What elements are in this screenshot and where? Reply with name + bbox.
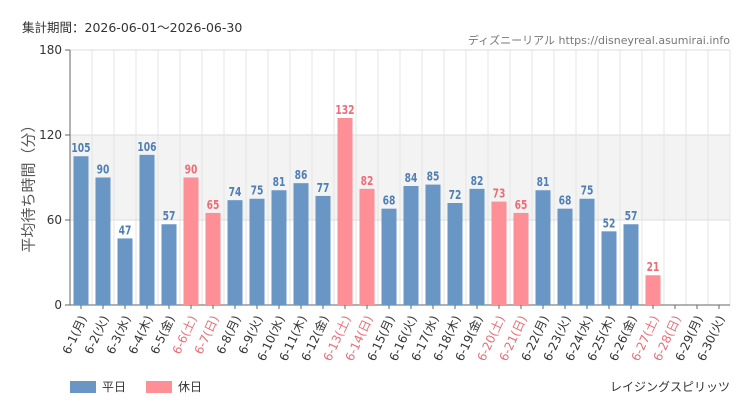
legend-label-holiday: 休日 <box>178 380 203 394</box>
bar <box>205 212 221 305</box>
bar <box>161 224 177 305</box>
bar <box>359 188 375 305</box>
bar-value-label: 74 <box>229 185 242 199</box>
bar <box>579 198 595 305</box>
bar <box>425 184 441 305</box>
bar-value-label: 68 <box>383 194 396 208</box>
y-tick-label: 0 <box>54 298 62 312</box>
bar <box>139 154 155 305</box>
bar-value-label: 106 <box>137 140 156 154</box>
bar-value-label: 75 <box>251 184 264 198</box>
bar-value-label: 105 <box>71 141 90 155</box>
bar-value-label: 73 <box>493 187 506 201</box>
bar <box>315 195 331 305</box>
bar-value-label: 84 <box>405 171 418 185</box>
bar <box>183 177 199 305</box>
y-axis-label: 平均待ち時間（分） <box>19 117 38 253</box>
bar <box>623 224 639 305</box>
legend-swatch-weekday <box>70 380 96 393</box>
bar-value-label: 85 <box>427 170 440 184</box>
y-axis-label-wrap: 平均待ち時間（分） <box>18 117 38 252</box>
bar-value-label: 65 <box>207 198 220 212</box>
y-tick-label: 120 <box>39 128 62 142</box>
legend: 平日 休日 <box>70 378 222 395</box>
bar-value-label: 57 <box>163 209 176 223</box>
bar <box>73 156 89 305</box>
bar <box>117 238 133 305</box>
bar-value-label: 72 <box>449 188 462 202</box>
bar-value-label: 77 <box>317 181 330 195</box>
bar-value-label: 68 <box>559 194 572 208</box>
bar-value-label: 52 <box>603 217 616 231</box>
bar-value-label: 65 <box>515 198 528 212</box>
bar-value-label: 81 <box>537 175 550 189</box>
aggregation-period: 集計期間：2026-06-01〜2026-06-30 <box>22 20 243 35</box>
bar-value-label: 21 <box>647 260 660 274</box>
bar <box>469 188 485 305</box>
bar-value-label: 90 <box>97 163 110 177</box>
legend-item-holiday: 休日 <box>146 378 202 395</box>
bar <box>293 183 309 305</box>
bar-value-label: 82 <box>471 174 484 188</box>
site-credit: ディズニーリアル https://disneyreal.asumirai.inf… <box>467 34 730 47</box>
bar <box>403 186 419 305</box>
bar-value-label: 47 <box>119 224 132 238</box>
bar <box>381 208 397 305</box>
bar <box>249 198 265 305</box>
bar <box>227 200 243 305</box>
bar <box>447 203 463 305</box>
bar-value-label: 86 <box>295 168 308 182</box>
legend-label-weekday: 平日 <box>102 380 127 394</box>
legend-item-weekday: 平日 <box>70 378 126 395</box>
bar-value-label: 132 <box>335 103 354 117</box>
bar <box>337 118 353 305</box>
bar <box>95 177 111 305</box>
bar-value-label: 57 <box>625 209 638 223</box>
legend-swatch-holiday <box>146 380 173 393</box>
bar <box>601 231 617 305</box>
bar-value-label: 81 <box>273 175 286 189</box>
bar <box>513 212 529 305</box>
bar-value-label: 82 <box>361 174 374 188</box>
bar <box>535 190 551 305</box>
y-tick-label: 180 <box>39 43 62 57</box>
bar <box>645 275 661 305</box>
bar <box>491 201 507 305</box>
bar-value-label: 90 <box>185 163 198 177</box>
bar-value-label: 75 <box>581 184 594 198</box>
attraction-name: レイジングスピリッツ <box>609 380 730 394</box>
bar <box>557 208 573 305</box>
bar <box>271 190 287 305</box>
y-tick-label: 60 <box>47 213 62 227</box>
